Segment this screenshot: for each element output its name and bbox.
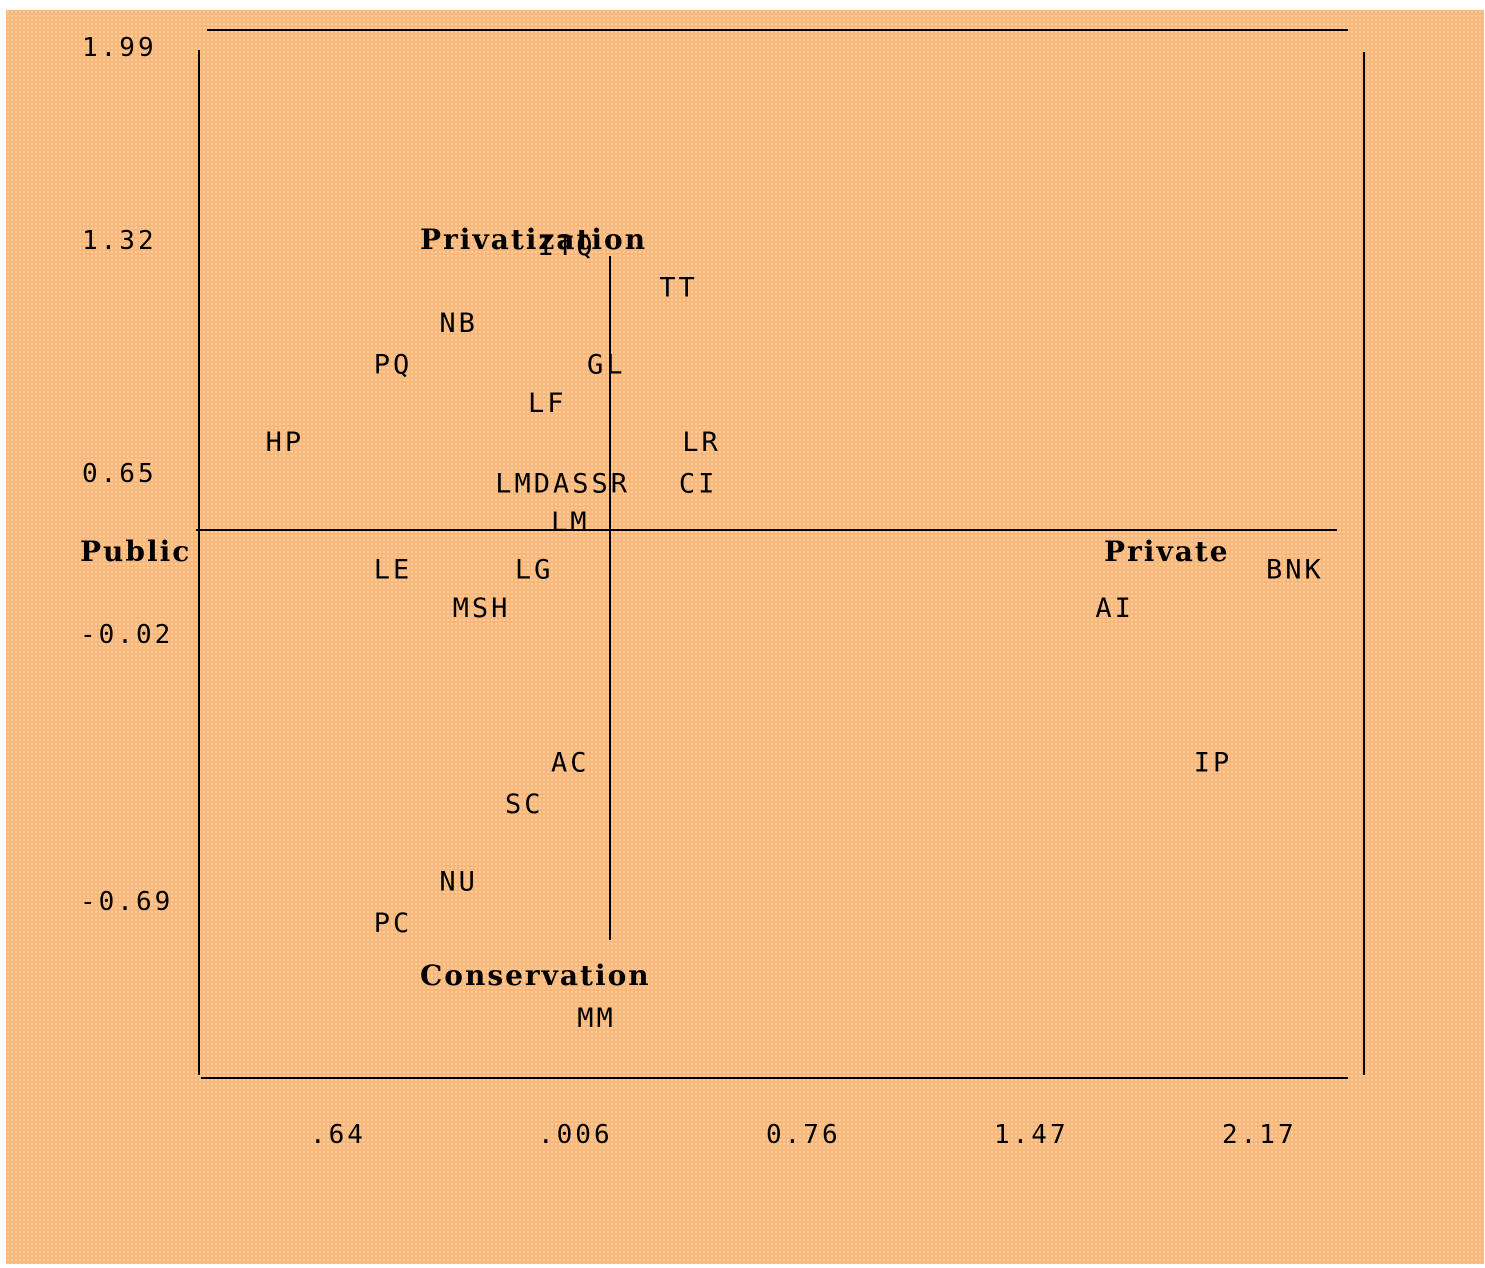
x-tick-label: 2.17 <box>1222 1120 1297 1150</box>
x-tick-labels: .64 .006 0.76 1.47 2.17 <box>310 1120 1297 1150</box>
x-tick-label: .006 <box>538 1120 613 1150</box>
point-label-lmdassr: LMDASSR <box>495 468 630 499</box>
annotation-conservation: Conservation <box>420 959 651 992</box>
point-label-tt: TT <box>659 272 698 303</box>
point-label-sc: SC <box>505 789 544 820</box>
y-tick-labels: 1.99 1.32 0.65 -0.02 -0.69 <box>80 33 173 917</box>
x-tick-label: .64 <box>310 1120 366 1150</box>
x-tick-label: 0.76 <box>766 1120 841 1150</box>
x-tick-label: 1.47 <box>994 1120 1069 1150</box>
point-label-ac: AC <box>551 748 590 779</box>
y-tick-label: 0.65 <box>82 459 157 489</box>
point-label-pc: PC <box>374 908 413 939</box>
point-label-itq: ITQ <box>538 231 596 262</box>
point-label-le: LE <box>374 555 413 586</box>
chart-background <box>6 10 1484 1264</box>
plot-frame <box>196 29 1365 1079</box>
point-label-ip: IP <box>1194 748 1233 779</box>
point-label-nb: NB <box>439 308 478 339</box>
annotation-private: Private <box>1104 535 1230 568</box>
y-tick-label: -0.02 <box>80 620 173 650</box>
point-label-lm: LM <box>551 507 590 538</box>
point-label-msh: MSH <box>453 593 511 624</box>
y-tick-label: 1.32 <box>82 226 157 256</box>
annotation-public: Public <box>80 535 191 568</box>
point-label-hp: HP <box>266 427 305 458</box>
point-label-ci: CI <box>679 468 718 499</box>
point-label-gl: GL <box>587 350 626 381</box>
y-tick-label: -0.69 <box>80 887 173 917</box>
y-tick-label: 1.99 <box>82 33 157 63</box>
point-label-ai: AI <box>1095 593 1134 624</box>
point-label-bnk: BNK <box>1266 555 1324 586</box>
data-points: ITQ TT NB PQ GL LF HP LR LMDASSR CI LM LE LG BNK MSH AI… <box>266 231 1324 1034</box>
point-label-lr: LR <box>682 427 721 458</box>
annotations: Privatization Conservation Public Privat… <box>80 223 1230 992</box>
annotation-privatization: Privatization <box>420 223 647 256</box>
point-label-nu: NU <box>439 866 478 897</box>
point-label-mm: MM <box>577 1003 616 1034</box>
point-label-lg: LG <box>515 555 554 586</box>
point-label-lf: LF <box>528 388 567 419</box>
point-label-pq: PQ <box>374 350 413 381</box>
